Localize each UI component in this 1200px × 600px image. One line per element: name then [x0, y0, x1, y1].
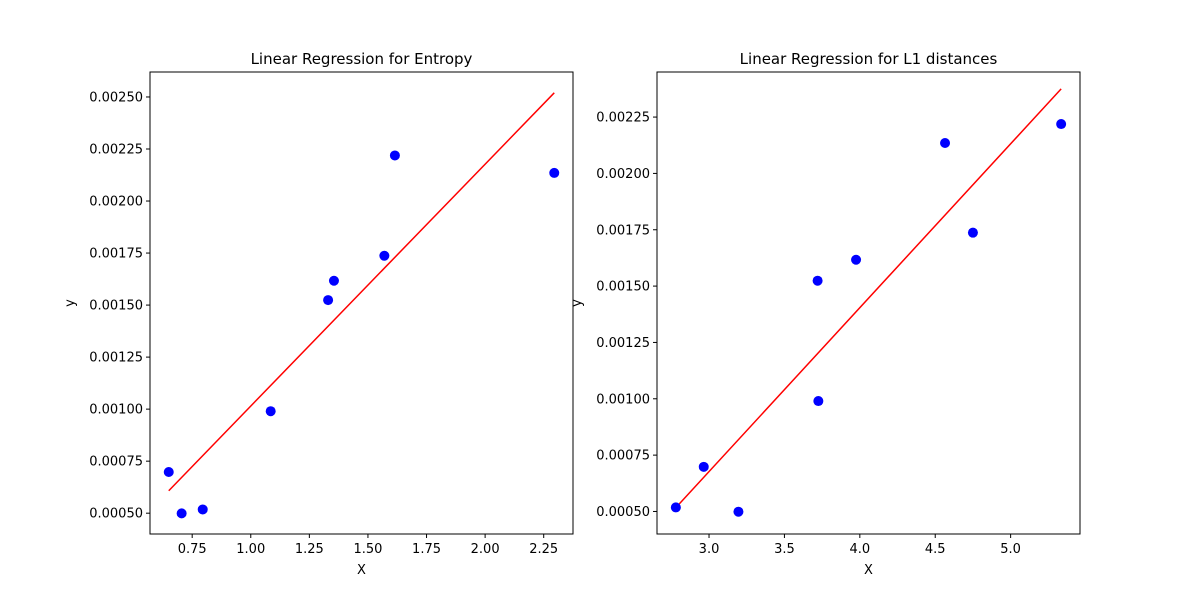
- x-tick-label: 3.0: [699, 542, 720, 557]
- y-tick-label: 0.00100: [596, 392, 650, 407]
- y-axis-title: y: [570, 299, 585, 307]
- x-tick-label: 1.00: [236, 542, 265, 557]
- data-point: [967, 227, 978, 238]
- chart-title: Linear Regression for L1 distances: [740, 50, 998, 68]
- y-tick-label: 0.00125: [596, 336, 650, 351]
- data-point: [940, 137, 951, 148]
- x-tick-label: 2.00: [471, 542, 500, 557]
- x-tick-label: 4.5: [925, 542, 946, 557]
- y-tick-label: 0.00150: [596, 280, 650, 295]
- y-tick-label: 0.00050: [596, 505, 650, 520]
- y-tick-label: 0.00125: [89, 351, 143, 366]
- data-point: [1056, 119, 1067, 130]
- data-point: [813, 396, 824, 407]
- x-tick-label: 1.25: [295, 542, 324, 557]
- y-tick-label: 0.00075: [596, 449, 650, 464]
- regression-line: [168, 92, 555, 492]
- data-point: [733, 506, 744, 517]
- data-point: [163, 466, 174, 477]
- y-tick-label: 0.00075: [89, 455, 143, 470]
- x-axis-title: X: [357, 563, 366, 578]
- y-tick-label: 0.00100: [89, 403, 143, 418]
- y-tick-label: 0.00225: [596, 111, 650, 126]
- data-point: [670, 502, 681, 513]
- regression-line: [675, 88, 1062, 509]
- chart-title: Linear Regression for Entropy: [251, 50, 473, 68]
- x-axis-title: X: [864, 563, 873, 578]
- y-tick-label: 0.00250: [89, 90, 143, 105]
- data-point: [389, 150, 400, 161]
- data-point: [328, 275, 339, 286]
- data-point: [851, 254, 862, 265]
- x-tick-label: 1.75: [412, 542, 441, 557]
- data-point: [698, 461, 709, 472]
- y-tick-label: 0.00175: [89, 247, 143, 262]
- y-tick-label: 0.00200: [89, 195, 143, 210]
- y-tick-label: 0.00050: [89, 507, 143, 522]
- data-point: [176, 508, 187, 519]
- data-point: [197, 504, 208, 515]
- x-tick-label: 5.0: [1000, 542, 1021, 557]
- x-tick-label: 3.5: [774, 542, 795, 557]
- chart-panel-1: Linear Regression for Entropy 0.75 1.00 1.2…: [63, 50, 574, 578]
- x-tick-label: 1.50: [353, 542, 382, 557]
- x-tick-label: 0.75: [178, 542, 207, 557]
- y-tick-label: 0.00150: [89, 299, 143, 314]
- y-tick-label: 0.00200: [596, 167, 650, 182]
- y-axis-title: y: [63, 299, 78, 307]
- chart-panel-2: Linear Regression for L1 distances 3.0 3.5…: [570, 50, 1081, 578]
- plot-frame: [656, 71, 1081, 535]
- data-point: [323, 295, 334, 306]
- data-point: [812, 275, 823, 286]
- y-tick-label: 0.00175: [596, 223, 650, 238]
- data-point: [379, 250, 390, 261]
- x-tick-label: 4.0: [849, 542, 870, 557]
- plot-frame: [149, 71, 574, 535]
- data-point: [265, 406, 276, 417]
- data-point: [549, 167, 560, 178]
- y-tick-label: 0.00225: [89, 143, 143, 158]
- x-tick-label: 2.25: [529, 542, 558, 557]
